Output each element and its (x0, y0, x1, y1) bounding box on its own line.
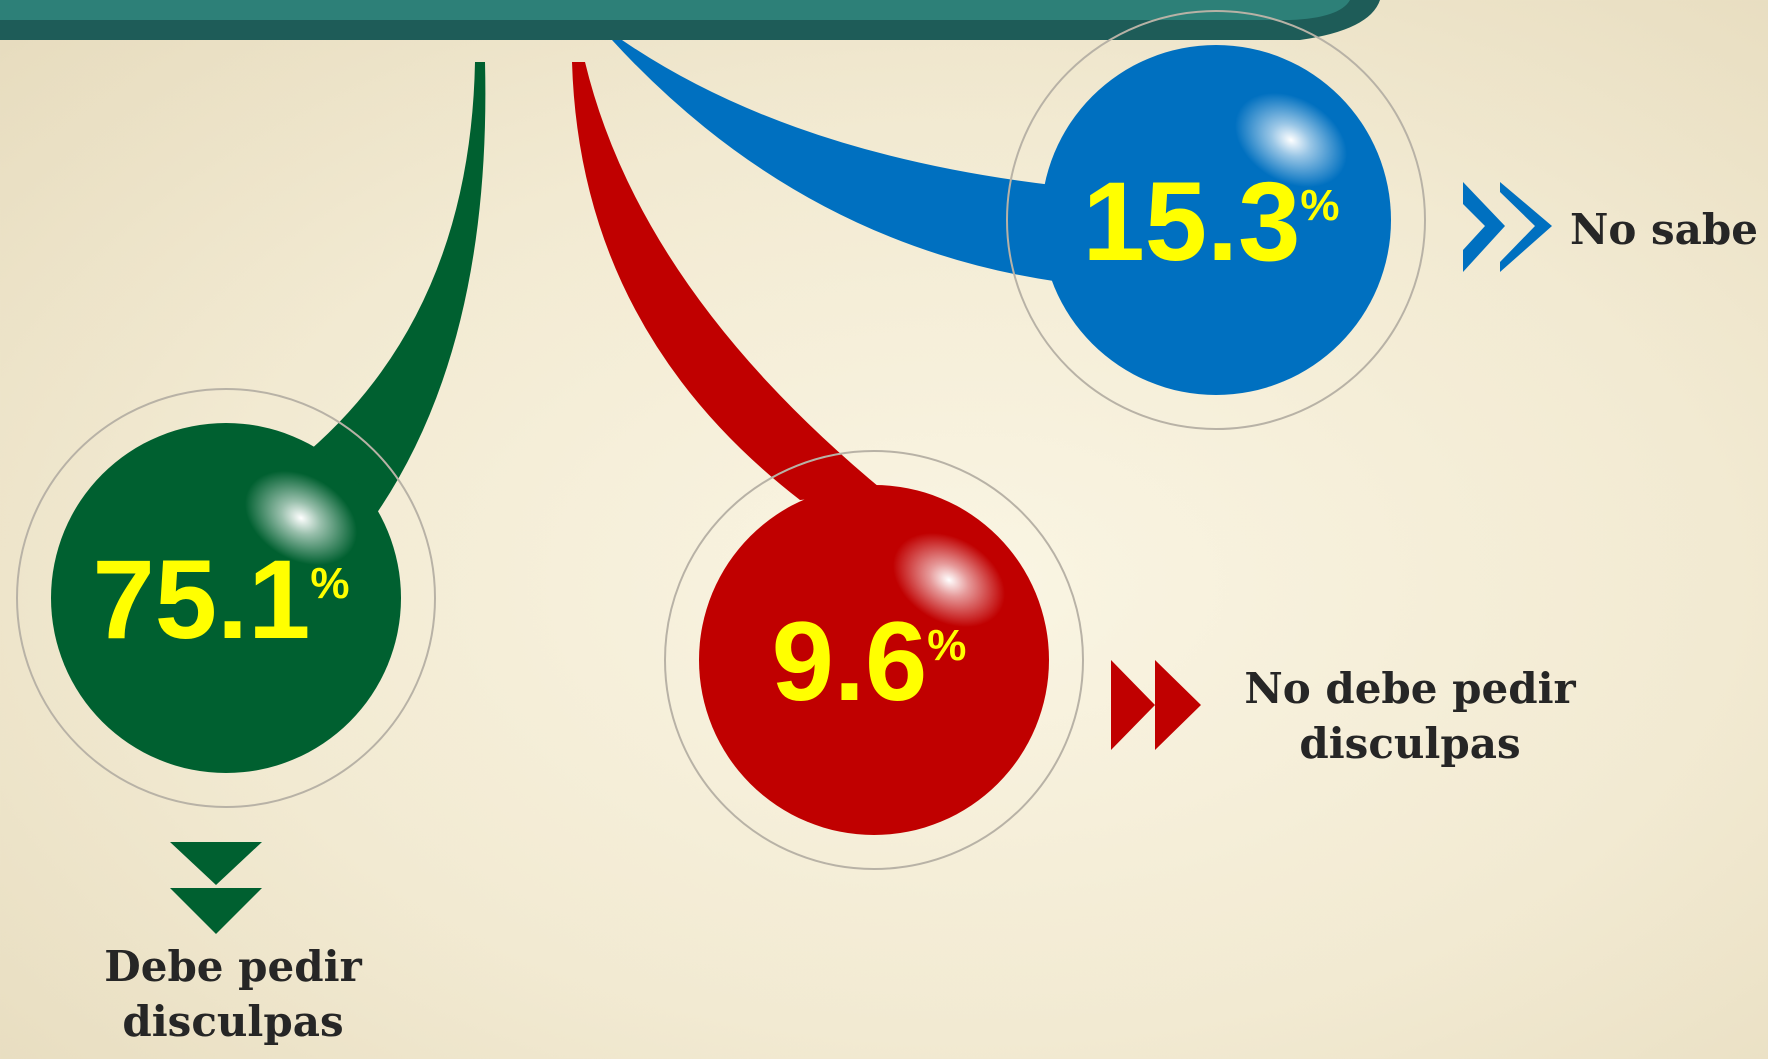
value-number: 15.3 (1082, 159, 1300, 284)
tail (296, 62, 485, 520)
top-bar-highlight (0, 0, 1350, 20)
arrow (170, 842, 262, 934)
category-label: No debe pedir disculpas (1225, 662, 1595, 771)
value-unit: % (927, 621, 966, 670)
tail (612, 40, 1060, 282)
value-number: 9.6 (772, 599, 928, 724)
tails (296, 40, 1060, 520)
value-number: 75.1 (92, 537, 310, 662)
arrow (1111, 660, 1201, 750)
value-unit: % (310, 559, 349, 608)
value-unit: % (1300, 181, 1339, 230)
category-label: No sabe (1570, 203, 1768, 258)
page: {"chart_data": {"type": "bubble", "categ… (0, 0, 1768, 1059)
category-label: Debe pedir disculpas (93, 940, 373, 1049)
arrow (1463, 182, 1552, 272)
chart: 75.1%9.6%15.3% (0, 0, 1768, 1059)
